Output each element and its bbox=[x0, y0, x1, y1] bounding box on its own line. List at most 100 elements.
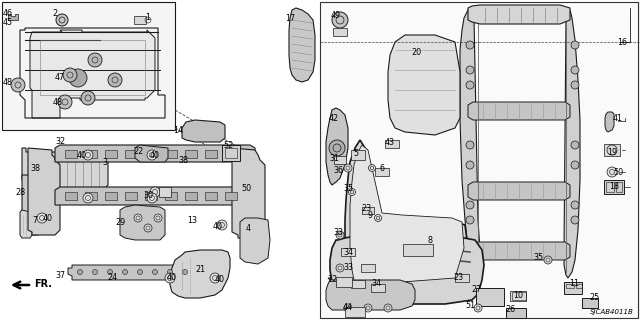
Circle shape bbox=[108, 73, 122, 87]
Polygon shape bbox=[605, 112, 614, 132]
Bar bbox=[371, 284, 385, 292]
Text: 23: 23 bbox=[361, 204, 371, 212]
Polygon shape bbox=[468, 102, 570, 120]
Text: 40: 40 bbox=[43, 213, 53, 222]
Bar bbox=[125, 150, 137, 158]
Text: 35: 35 bbox=[343, 183, 353, 193]
Text: 7: 7 bbox=[33, 215, 38, 225]
Circle shape bbox=[374, 214, 381, 221]
Polygon shape bbox=[326, 278, 415, 310]
Polygon shape bbox=[182, 120, 225, 142]
Circle shape bbox=[217, 220, 227, 230]
Text: 38: 38 bbox=[178, 156, 188, 164]
Polygon shape bbox=[8, 14, 18, 20]
Bar bbox=[165, 192, 177, 200]
Circle shape bbox=[332, 12, 348, 28]
Text: 42: 42 bbox=[329, 114, 339, 123]
Circle shape bbox=[344, 304, 352, 312]
Bar bbox=[65, 192, 77, 200]
Polygon shape bbox=[468, 5, 570, 24]
Circle shape bbox=[466, 201, 474, 209]
Polygon shape bbox=[120, 205, 165, 240]
Bar bbox=[85, 150, 97, 158]
Polygon shape bbox=[28, 148, 60, 235]
Text: 17: 17 bbox=[285, 13, 295, 22]
Bar bbox=[351, 280, 365, 288]
Circle shape bbox=[83, 150, 93, 160]
Circle shape bbox=[108, 269, 113, 275]
Polygon shape bbox=[30, 30, 155, 118]
Circle shape bbox=[56, 14, 68, 26]
Polygon shape bbox=[468, 182, 570, 200]
Text: 1: 1 bbox=[145, 12, 150, 21]
Circle shape bbox=[466, 161, 474, 169]
Text: 52: 52 bbox=[223, 140, 233, 149]
Polygon shape bbox=[232, 148, 265, 238]
Bar bbox=[222, 145, 240, 161]
Bar bbox=[604, 180, 624, 194]
Circle shape bbox=[138, 269, 143, 275]
Polygon shape bbox=[460, 10, 480, 278]
Text: 33: 33 bbox=[333, 228, 343, 236]
Bar bbox=[512, 292, 526, 300]
Bar bbox=[351, 150, 365, 160]
Bar bbox=[362, 206, 374, 213]
Circle shape bbox=[571, 81, 579, 89]
Circle shape bbox=[466, 41, 474, 49]
Text: 11: 11 bbox=[569, 279, 579, 289]
Bar bbox=[185, 150, 197, 158]
Circle shape bbox=[63, 68, 77, 82]
Circle shape bbox=[152, 269, 157, 275]
Text: 40: 40 bbox=[167, 274, 177, 283]
Text: 50: 50 bbox=[241, 183, 251, 193]
Polygon shape bbox=[388, 35, 460, 135]
Bar bbox=[205, 150, 217, 158]
Circle shape bbox=[210, 273, 220, 283]
Circle shape bbox=[11, 78, 25, 92]
Text: 14: 14 bbox=[173, 125, 183, 134]
Circle shape bbox=[466, 81, 474, 89]
Text: 10: 10 bbox=[513, 291, 523, 300]
Bar bbox=[455, 274, 469, 282]
Bar bbox=[225, 150, 237, 158]
Bar bbox=[345, 307, 365, 317]
Text: 8: 8 bbox=[428, 236, 433, 244]
Text: 44: 44 bbox=[343, 303, 353, 313]
Text: 24: 24 bbox=[107, 274, 117, 283]
Bar bbox=[336, 277, 352, 287]
Text: 34: 34 bbox=[343, 247, 353, 257]
Bar bbox=[403, 244, 433, 256]
Text: 34: 34 bbox=[371, 279, 381, 289]
Polygon shape bbox=[55, 187, 255, 205]
Text: 48: 48 bbox=[3, 77, 13, 86]
Text: 37: 37 bbox=[55, 270, 65, 279]
Bar bbox=[476, 288, 504, 306]
Circle shape bbox=[336, 264, 344, 272]
Bar bbox=[134, 16, 146, 24]
Polygon shape bbox=[20, 210, 32, 238]
Circle shape bbox=[571, 161, 579, 169]
Polygon shape bbox=[240, 218, 270, 264]
Bar bbox=[566, 284, 574, 288]
Text: 49: 49 bbox=[331, 11, 341, 20]
Circle shape bbox=[81, 91, 95, 105]
Text: 25: 25 bbox=[589, 293, 599, 302]
Bar bbox=[361, 264, 375, 272]
Text: 18: 18 bbox=[609, 181, 619, 190]
Text: 4: 4 bbox=[246, 223, 250, 233]
Circle shape bbox=[329, 140, 345, 156]
Polygon shape bbox=[326, 108, 348, 185]
Text: 35: 35 bbox=[533, 253, 543, 262]
Circle shape bbox=[466, 66, 474, 74]
Circle shape bbox=[165, 273, 175, 283]
Circle shape bbox=[384, 304, 392, 312]
Text: 26: 26 bbox=[505, 306, 515, 315]
Text: 27: 27 bbox=[471, 285, 481, 294]
Circle shape bbox=[58, 95, 72, 109]
Polygon shape bbox=[289, 8, 315, 82]
Text: 5: 5 bbox=[353, 148, 358, 157]
Circle shape bbox=[571, 201, 579, 209]
Text: 6: 6 bbox=[380, 164, 385, 172]
Bar bbox=[616, 182, 622, 192]
Polygon shape bbox=[345, 140, 468, 298]
